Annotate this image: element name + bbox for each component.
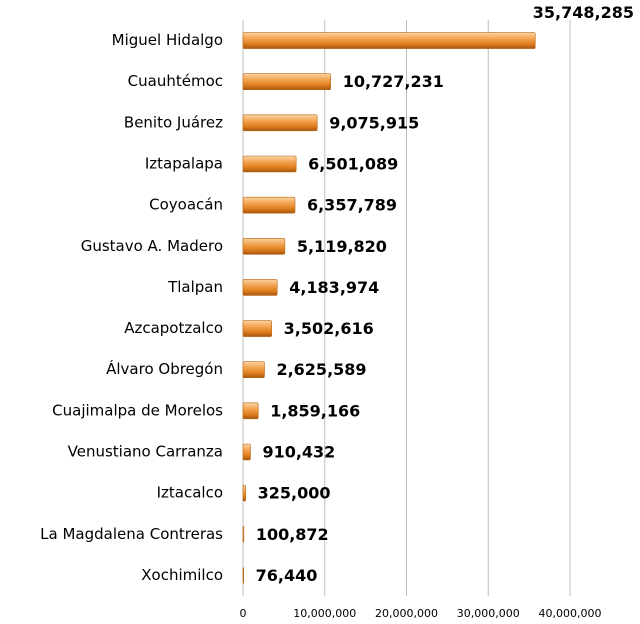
bar — [242, 320, 272, 337]
value-label: 910,432 — [262, 443, 335, 462]
value-label: 3,502,616 — [284, 319, 374, 338]
value-label: 35,748,285 — [533, 3, 634, 22]
bar — [242, 402, 259, 420]
bar — [242, 443, 251, 461]
category-label: Cuajimalpa de Morelos — [52, 401, 223, 419]
category-label: Gustavo A. Madero — [81, 237, 223, 255]
bar — [242, 484, 246, 502]
value-label: 1,859,166 — [270, 401, 360, 420]
category-label: Coyoacán — [149, 196, 223, 214]
bar — [242, 525, 245, 543]
category-label: Venustiano Carranza — [68, 443, 223, 461]
category-label: Iztacalco — [157, 484, 223, 502]
bar — [242, 73, 331, 91]
bar — [242, 114, 318, 132]
category-label: Azcapotzalco — [124, 319, 223, 337]
bar — [242, 361, 265, 379]
bar — [242, 196, 296, 214]
category-label: Cuauhtémoc — [128, 72, 223, 90]
value-label: 2,625,589 — [276, 360, 366, 379]
category-label: La Magdalena Contreras — [40, 525, 223, 543]
x-tick-label: 40,000,000 — [539, 607, 602, 620]
value-label: 5,119,820 — [297, 237, 387, 256]
bar — [242, 279, 278, 296]
category-label: Xochimilco — [141, 566, 223, 584]
category-label: Miguel Hidalgo — [112, 31, 223, 49]
value-label: 4,183,974 — [289, 278, 379, 297]
x-tick-label: 30,000,000 — [457, 607, 520, 620]
value-label: 76,440 — [256, 566, 318, 585]
value-label: 10,727,231 — [343, 72, 444, 91]
bar — [242, 237, 286, 255]
value-label: 325,000 — [258, 484, 331, 503]
bar — [242, 567, 244, 584]
category-label: Benito Juárez — [124, 113, 223, 131]
category-label: Álvaro Obregón — [106, 359, 223, 378]
category-label: Tlalpan — [167, 278, 223, 296]
value-label: 6,357,789 — [307, 196, 397, 215]
bar — [242, 155, 297, 173]
value-label: 9,075,915 — [329, 113, 419, 132]
x-tick-label: 0 — [240, 607, 247, 620]
x-tick-label: 20,000,000 — [375, 607, 438, 620]
bar — [242, 32, 536, 49]
value-label: 100,872 — [256, 525, 329, 544]
category-label: Iztapalapa — [145, 155, 223, 173]
x-tick-label: 10,000,000 — [293, 607, 356, 620]
value-label: 6,501,089 — [308, 155, 398, 174]
